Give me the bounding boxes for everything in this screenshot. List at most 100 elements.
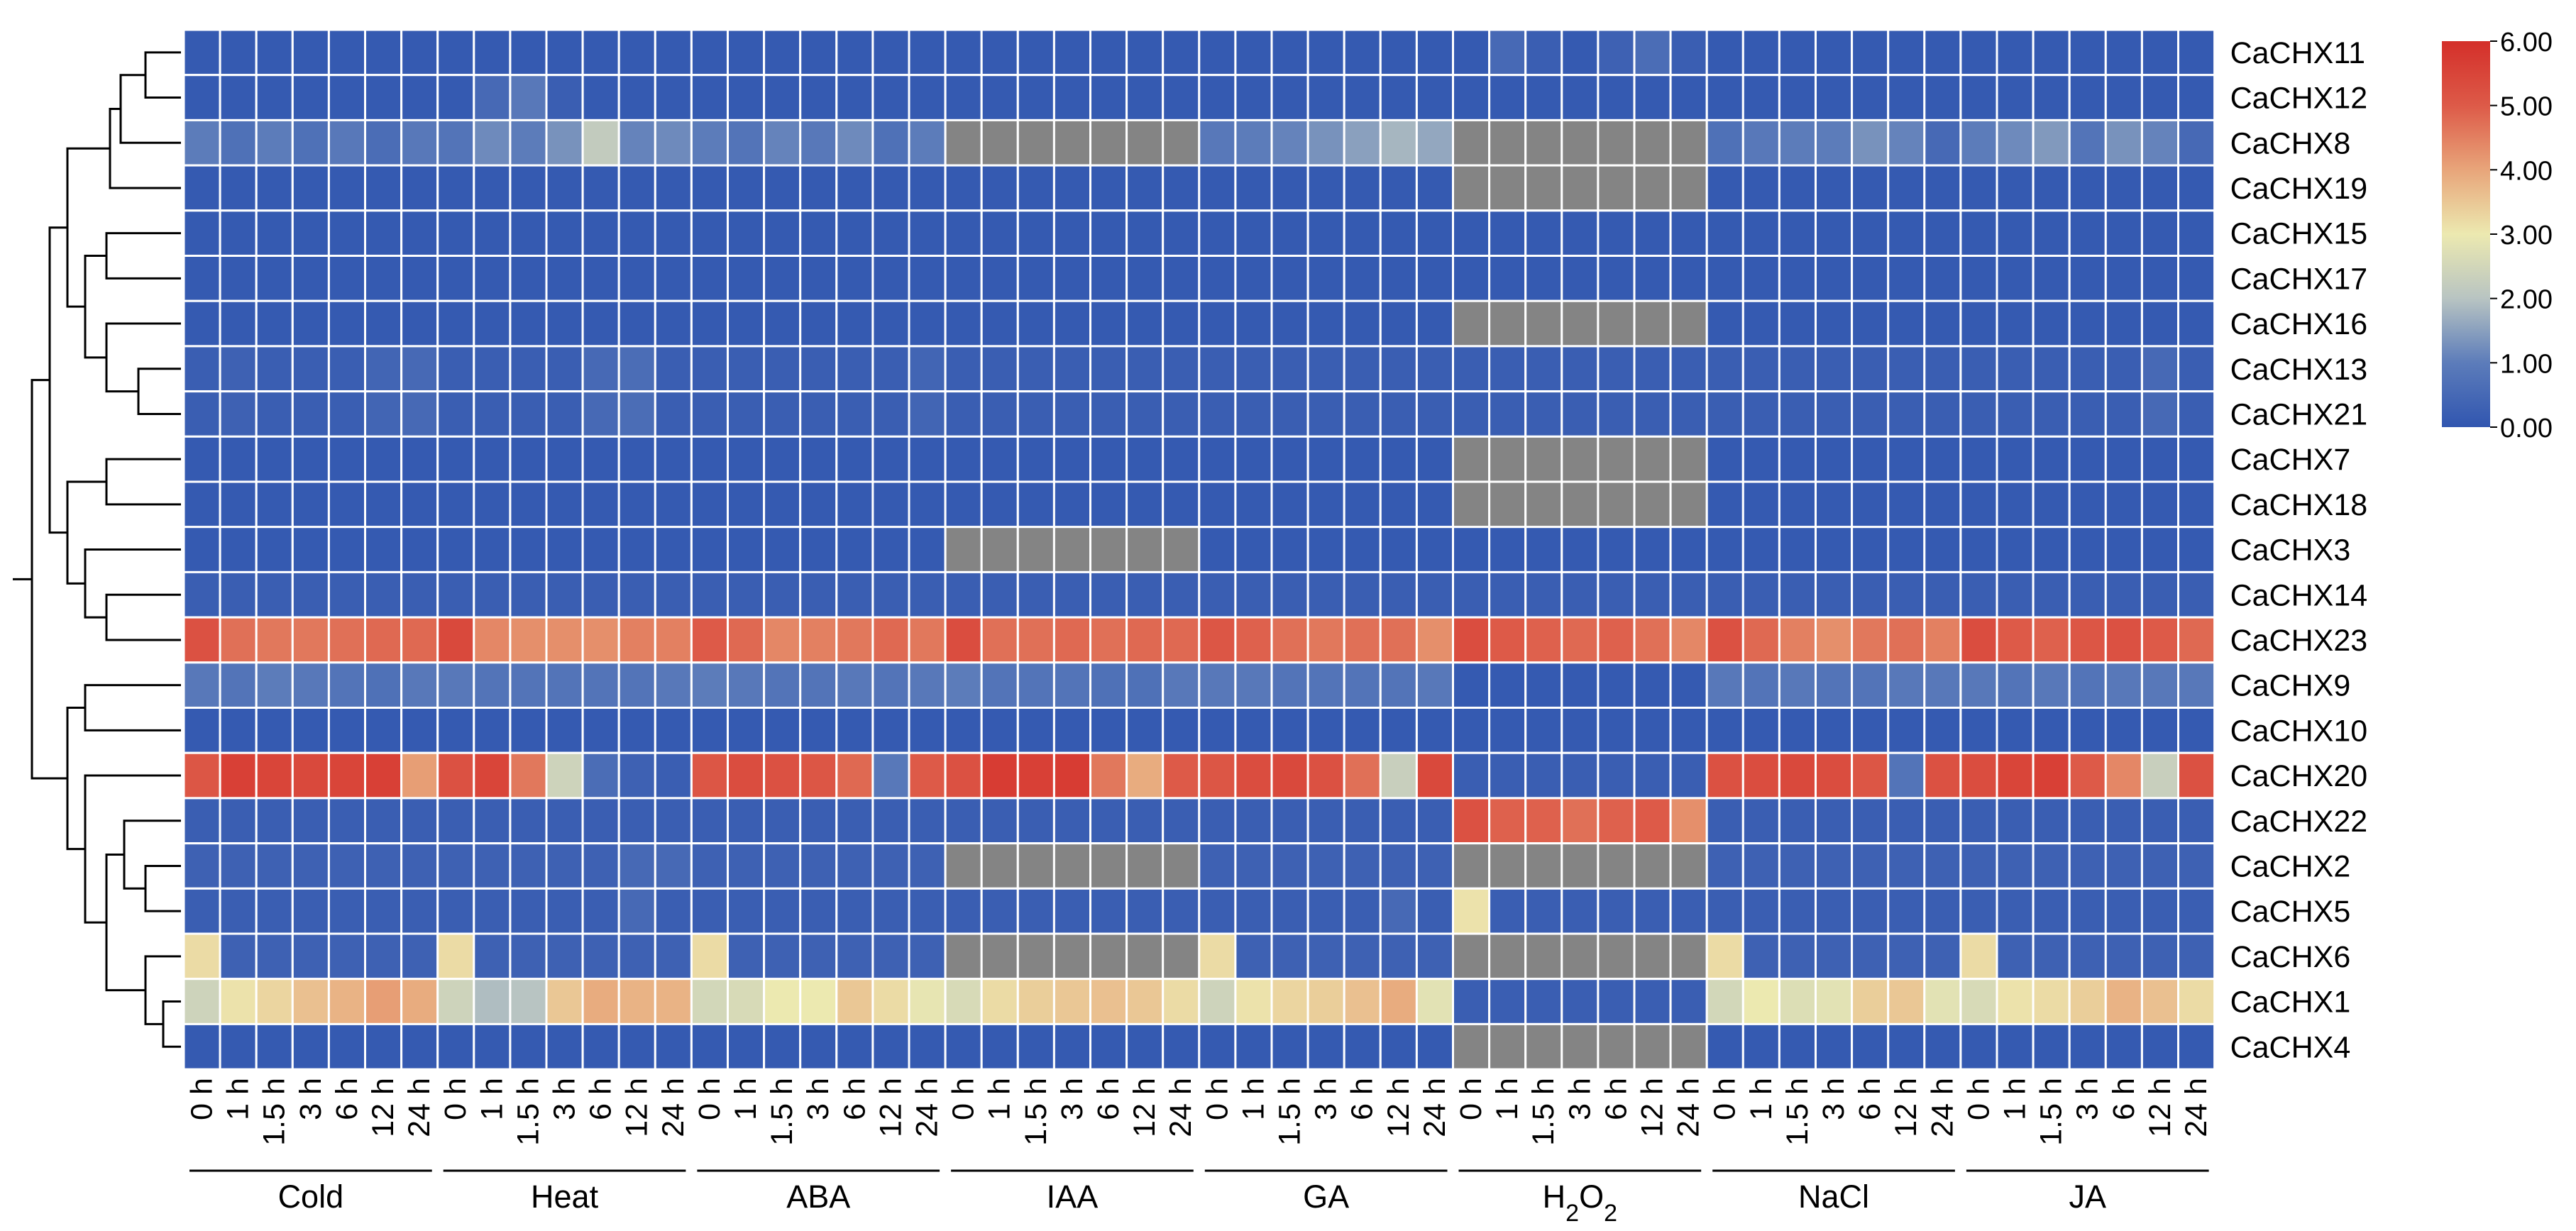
heatmap-cell: [944, 345, 983, 393]
column-label: 3 h: [294, 1078, 328, 1120]
heatmap-cell: [654, 345, 693, 393]
heatmap-cell: [1561, 751, 1600, 800]
heatmap-cell: [690, 28, 730, 77]
heatmap-cell: [1851, 164, 1890, 212]
heatmap-cell: [1052, 570, 1092, 619]
heatmap-cell: [255, 164, 294, 212]
heatmap-cell: [1125, 932, 1165, 981]
colorbar-tick-label: 3.00: [2500, 221, 2553, 250]
heatmap-cell: [1669, 480, 1708, 529]
group-label: GA: [1303, 1178, 1349, 1215]
column-label: 6 h: [330, 1078, 364, 1120]
heatmap-cell: [1270, 887, 1309, 935]
heatmap-cell: [255, 255, 294, 302]
heatmap-cell: [1270, 118, 1309, 167]
heatmap-cell: [2140, 164, 2179, 212]
heatmap-cell: [690, 345, 730, 393]
heatmap-cell: [1741, 28, 1780, 77]
heatmap-cell: [1379, 797, 1418, 845]
heatmap-cell: [255, 28, 294, 77]
heatmap-cell: [545, 707, 584, 754]
heatmap-cell: [1561, 932, 1600, 981]
heatmap-cell: [1778, 118, 1817, 167]
heatmap-cell: [400, 887, 439, 935]
heatmap-cell: [763, 707, 802, 754]
heatmap-cell: [727, 74, 766, 121]
heatmap-cell: [1778, 28, 1817, 77]
heatmap-cell: [1851, 570, 1890, 619]
heatmap-cell: [1561, 118, 1600, 167]
heatmap-cell: [1162, 209, 1201, 257]
heatmap-cell: [255, 526, 294, 573]
heatmap-cell: [944, 390, 983, 438]
heatmap-cell: [908, 345, 947, 393]
heatmap-cell: [1452, 887, 1491, 935]
heatmap-cell: [1778, 797, 1817, 845]
column-label: 24 h: [1164, 1078, 1198, 1137]
heatmap-cell: [1524, 570, 1563, 619]
heatmap-cell: [1741, 616, 1780, 664]
heatmap-cell: [581, 390, 620, 438]
heatmap-cell: [473, 978, 512, 1025]
heatmap-cell: [255, 661, 294, 709]
heatmap-cell: [255, 887, 294, 935]
heatmap-cell: [1561, 842, 1600, 890]
heatmap-cell: [545, 978, 584, 1025]
heatmap-cell: [1343, 435, 1382, 483]
heatmap-cell: [1162, 526, 1201, 573]
heatmap-cell: [509, 255, 548, 302]
heatmap-cell: [908, 751, 947, 800]
heatmap-cell: [654, 118, 693, 167]
heatmap-cell: [908, 480, 947, 529]
heatmap-cell: [1016, 74, 1055, 121]
heatmap-cell: [1089, 74, 1128, 121]
heatmap-cell: [1741, 118, 1780, 167]
heatmap-cell: [1234, 480, 1273, 529]
heatmap-cell: [1923, 707, 1962, 754]
heatmap-cell: [1452, 28, 1491, 77]
heatmap-cell: [1705, 526, 1744, 573]
heatmap-cell: [1343, 526, 1382, 573]
heatmap-cell: [291, 435, 330, 483]
heatmap-cell: [1052, 797, 1092, 845]
heatmap-cell: [2104, 255, 2143, 302]
heatmap-cell: [944, 118, 983, 167]
heatmap-cell: [327, 164, 366, 212]
column-label: 12 h: [620, 1078, 654, 1137]
heatmap-cell: [654, 887, 693, 935]
heatmap-cell: [871, 707, 910, 754]
heatmap-cell: [291, 74, 330, 121]
heatmap-cell: [1415, 209, 1455, 257]
heatmap-cell: [1016, 526, 1055, 573]
column-label: 6 h: [584, 1078, 618, 1120]
heatmap-cell: [1923, 345, 1962, 393]
heatmap-cell: [727, 209, 766, 257]
heatmap-cell: [690, 661, 730, 709]
heatmap-cell: [1306, 28, 1345, 77]
heatmap-cell: [1923, 255, 1962, 302]
heatmap-cell: [2104, 616, 2143, 664]
heatmap-cell: [1052, 435, 1092, 483]
heatmap-cell: [2104, 345, 2143, 393]
heatmap-cell: [835, 707, 874, 754]
heatmap-cell: [944, 164, 983, 212]
heatmap-cell: [255, 435, 294, 483]
heatmap-cell: [944, 616, 983, 664]
heatmap-cell: [1306, 842, 1345, 890]
heatmap-cell: [1887, 390, 1926, 438]
heatmap-cell: [1705, 797, 1744, 845]
heatmap-cell: [1815, 616, 1854, 664]
heatmap-cell: [1561, 28, 1600, 77]
heatmap-cell: [1851, 209, 1890, 257]
heatmap-cell: [2104, 390, 2143, 438]
heatmap-cell: [763, 932, 802, 981]
heatmap-cell: [1851, 797, 1890, 845]
heatmap-cell: [1270, 570, 1309, 619]
heatmap-cell: [1089, 390, 1128, 438]
heatmap-cell: [436, 526, 475, 573]
heatmap-cell: [1959, 570, 1998, 619]
heatmap-cell: [327, 978, 366, 1025]
heatmap-cell: [1815, 480, 1854, 529]
heatmap-cell: [1669, 28, 1708, 77]
heatmap-cell: [1778, 255, 1817, 302]
